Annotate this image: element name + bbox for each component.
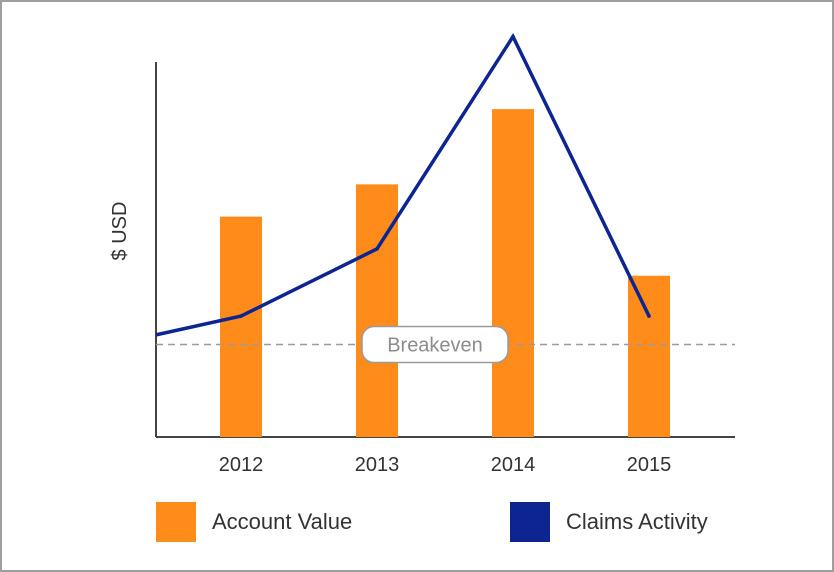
bar-2013 (356, 184, 398, 437)
line-point-2014 (511, 34, 515, 39)
legend-label: Account Value (212, 509, 352, 534)
bar-2015 (628, 275, 670, 437)
legend-swatch (156, 502, 196, 542)
x-tick-label: 2014 (491, 454, 536, 476)
line-point-2015 (647, 314, 651, 318)
legend: Account Value Claims Activity (156, 502, 708, 542)
x-tick-label: 2013 (355, 454, 400, 476)
line-series (155, 32, 651, 337)
legend-swatch (510, 502, 550, 542)
x-tick-label: 2015 (627, 454, 672, 476)
breakeven-marker: Breakeven (156, 325, 735, 364)
legend-label: Claims Activity (566, 509, 708, 534)
x-tick-labels: 2012 2013 2014 2015 (219, 454, 672, 476)
line-point-2013 (375, 247, 379, 251)
breakeven-label: Breakeven (387, 335, 483, 357)
line-point-2012 (239, 314, 243, 318)
y-axis-label: $ USD (109, 202, 131, 261)
breakeven-label-box (361, 325, 509, 364)
bar-2014 (492, 109, 534, 437)
x-tick-label: 2012 (219, 454, 264, 476)
bar-series (220, 109, 670, 437)
bar-2012 (220, 216, 262, 437)
